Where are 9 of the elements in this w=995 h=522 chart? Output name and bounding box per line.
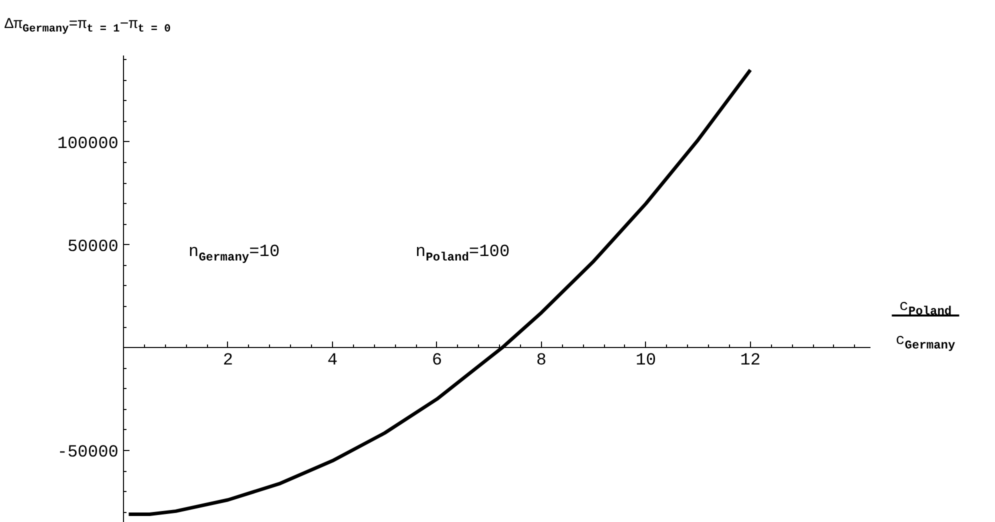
y-tick-label: 100000 [57, 134, 119, 154]
x-tick-label: 4 [327, 352, 338, 371]
x-tick-label: 2 [222, 352, 234, 371]
y-tick-label: -50000 [57, 443, 119, 462]
x-tick-label: 8 [536, 352, 547, 371]
x-tick-label: 12 [740, 352, 761, 371]
x-tick-label: 6 [432, 352, 442, 371]
x-tick-label: 10 [636, 352, 656, 371]
y-tick-label: 50000 [67, 238, 119, 257]
